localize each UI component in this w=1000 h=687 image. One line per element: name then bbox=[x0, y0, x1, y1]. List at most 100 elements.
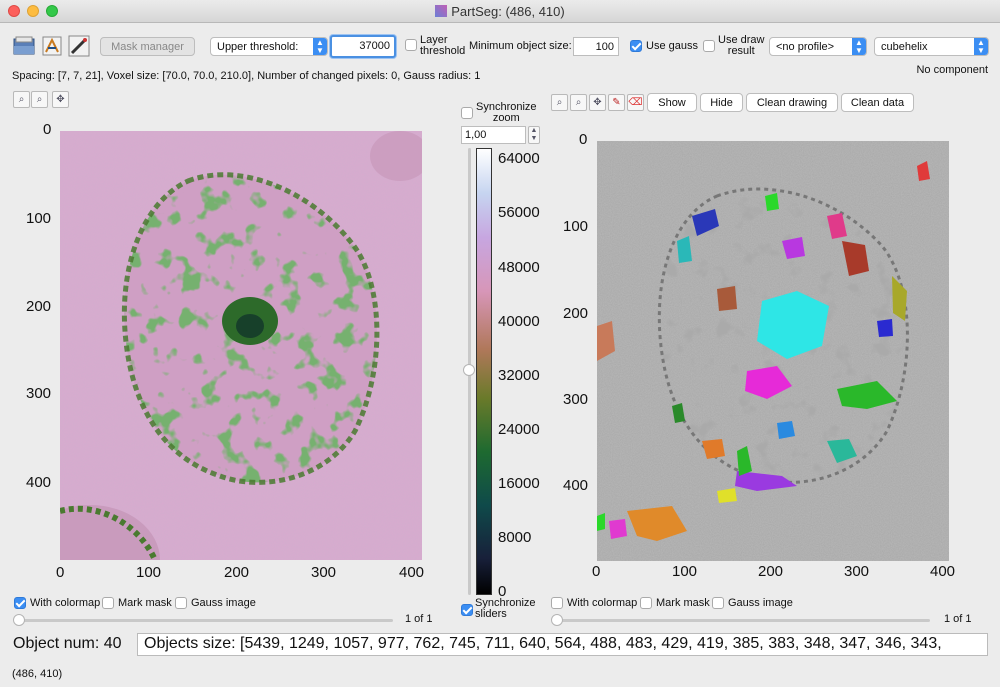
colorbar-tick: 24000 bbox=[498, 421, 540, 438]
right-gauss-image-label: Gauss image bbox=[728, 597, 793, 609]
right-with-colormap-checkbox[interactable] bbox=[551, 597, 563, 609]
right-with-colormap-label: With colormap bbox=[567, 597, 638, 609]
load-mask-icon[interactable] bbox=[40, 34, 64, 58]
y-tick: 200 bbox=[26, 298, 52, 315]
colormap-select[interactable]: cubehelix ▲ ▼ bbox=[874, 37, 989, 56]
objects-size-text: Objects size: [5439, 1249, 1057, 977, 76… bbox=[144, 635, 942, 652]
left-mark-mask-checkbox[interactable] bbox=[102, 597, 114, 609]
mask-manager-button[interactable]: Mask manager bbox=[100, 37, 195, 56]
x-tick: 200 bbox=[224, 564, 250, 581]
close-window-button[interactable] bbox=[8, 5, 20, 17]
spacing-info: Spacing: [7, 7, 21], Voxel size: [70.0, … bbox=[12, 70, 481, 82]
open-file-icon[interactable] bbox=[12, 34, 36, 58]
y-tick: 300 bbox=[563, 391, 589, 408]
x-tick: 200 bbox=[758, 563, 784, 580]
x-tick: 0 bbox=[592, 563, 601, 580]
draw-tool-icon[interactable] bbox=[67, 34, 91, 58]
right-mark-mask-label: Mark mask bbox=[656, 597, 710, 609]
x-tick: 100 bbox=[136, 564, 162, 581]
use-draw-result-line1: Use draw bbox=[718, 34, 765, 46]
left-image-canvas bbox=[60, 131, 422, 560]
clean-data-button[interactable]: Clean data bbox=[841, 93, 914, 112]
profile-select[interactable]: <no profile> ▲ ▼ bbox=[769, 37, 867, 56]
object-count: Object num: 40 bbox=[13, 635, 122, 652]
min-object-size-input[interactable]: 100 bbox=[573, 37, 619, 56]
left-with-colormap-checkbox[interactable] bbox=[14, 597, 26, 609]
min-object-size-label: Minimum object size: bbox=[469, 40, 572, 52]
left-page-indicator: 1 of 1 bbox=[405, 613, 433, 625]
sync-zoom-line1: Synchronize bbox=[476, 101, 537, 113]
right-layer-slider-track[interactable] bbox=[555, 619, 930, 622]
zoom-value-input[interactable]: 1,00 bbox=[461, 126, 526, 144]
y-tick: 0 bbox=[43, 121, 52, 138]
zoom-rect-icon[interactable]: ⌕ bbox=[570, 94, 587, 111]
chevron-updown-icon: ▲ ▼ bbox=[852, 38, 866, 55]
right-mark-mask-checkbox[interactable] bbox=[640, 597, 652, 609]
left-gauss-image-label: Gauss image bbox=[191, 597, 256, 609]
y-tick: 200 bbox=[563, 305, 589, 322]
sync-sliders-line1: Synchronize bbox=[475, 597, 536, 609]
left-gauss-image-checkbox[interactable] bbox=[175, 597, 187, 609]
pan-icon[interactable]: ✥ bbox=[52, 91, 69, 108]
hide-button[interactable]: Hide bbox=[700, 93, 743, 112]
sync-zoom-checkbox[interactable] bbox=[461, 107, 473, 119]
sync-sliders-label: Synchronize sliders bbox=[475, 598, 536, 620]
colorbar-tick: 48000 bbox=[498, 259, 540, 276]
layer-threshold-checkbox[interactable] bbox=[405, 39, 417, 51]
right-image-plot[interactable] bbox=[597, 141, 949, 561]
right-gauss-image-checkbox[interactable] bbox=[712, 597, 724, 609]
contrast-slider-knob[interactable] bbox=[463, 364, 475, 376]
title-bar[interactable]: PartSeg: (486, 410) bbox=[0, 0, 1000, 23]
y-tick: 0 bbox=[579, 131, 588, 148]
app-icon bbox=[435, 5, 448, 17]
zoom-stepper-icon[interactable]: ▲ ▼ bbox=[528, 126, 540, 144]
threshold-type-value: Upper threshold: bbox=[217, 41, 299, 53]
eraser-icon[interactable]: ⌫ bbox=[627, 94, 644, 111]
zoom-in-icon[interactable]: ⌕ bbox=[551, 94, 568, 111]
x-tick: 0 bbox=[56, 564, 65, 581]
right-page-indicator: 1 of 1 bbox=[944, 613, 972, 625]
component-info: No component bbox=[916, 64, 988, 76]
pan-icon[interactable]: ✥ bbox=[589, 94, 606, 111]
left-with-colormap-label: With colormap bbox=[30, 597, 101, 609]
colorbar-tick: 8000 bbox=[498, 529, 532, 546]
profile-value: <no profile> bbox=[776, 41, 835, 53]
show-button[interactable]: Show bbox=[647, 93, 697, 112]
left-layer-slider-track[interactable] bbox=[18, 619, 393, 622]
colorbar-tick: 40000 bbox=[498, 313, 540, 330]
right-layer-slider-knob[interactable] bbox=[551, 614, 563, 626]
y-tick: 100 bbox=[563, 218, 589, 235]
clean-drawing-button[interactable]: Clean drawing bbox=[746, 93, 838, 112]
y-tick: 300 bbox=[26, 385, 52, 402]
use-gauss-label: Use gauss bbox=[646, 40, 698, 52]
chevron-updown-icon: ▲ ▼ bbox=[313, 38, 327, 55]
zoom-rect-icon[interactable]: ⌕ bbox=[31, 91, 48, 108]
layer-threshold-label: Layer threshold bbox=[420, 35, 465, 57]
threshold-value-input[interactable]: 37000 bbox=[330, 35, 396, 58]
left-image-plot[interactable] bbox=[60, 131, 422, 560]
colorbar-tick: 16000 bbox=[498, 475, 540, 492]
zoom-window-button[interactable] bbox=[46, 5, 58, 17]
objects-size-field[interactable]: Objects size: [5439, 1249, 1057, 977, 76… bbox=[137, 633, 988, 656]
x-tick: 300 bbox=[311, 564, 337, 581]
zoom-in-icon[interactable]: ⌕ bbox=[13, 91, 30, 108]
pen-icon[interactable]: ✎ bbox=[608, 94, 625, 111]
y-tick: 100 bbox=[26, 210, 52, 227]
chevron-updown-icon: ▲ ▼ bbox=[974, 38, 988, 55]
window-title-text: PartSeg: (486, 410) bbox=[451, 4, 565, 19]
status-bar: (486, 410) bbox=[12, 668, 63, 680]
sync-sliders-checkbox[interactable] bbox=[461, 604, 473, 616]
use-draw-result-checkbox[interactable] bbox=[703, 40, 715, 52]
use-gauss-checkbox[interactable] bbox=[630, 40, 642, 52]
right-image-canvas bbox=[597, 141, 949, 561]
colorbar-tick: 64000 bbox=[498, 150, 540, 167]
colorbar-tick: 32000 bbox=[498, 367, 540, 384]
window-title: PartSeg: (486, 410) bbox=[0, 4, 1000, 19]
threshold-type-select[interactable]: Upper threshold: ▲ ▼ bbox=[210, 37, 328, 56]
use-draw-result-line2: result bbox=[727, 45, 755, 57]
left-layer-slider-knob[interactable] bbox=[13, 614, 25, 626]
minimize-window-button[interactable] bbox=[27, 5, 39, 17]
left-mark-mask-label: Mark mask bbox=[118, 597, 172, 609]
sync-sliders-line2: sliders bbox=[475, 608, 507, 620]
